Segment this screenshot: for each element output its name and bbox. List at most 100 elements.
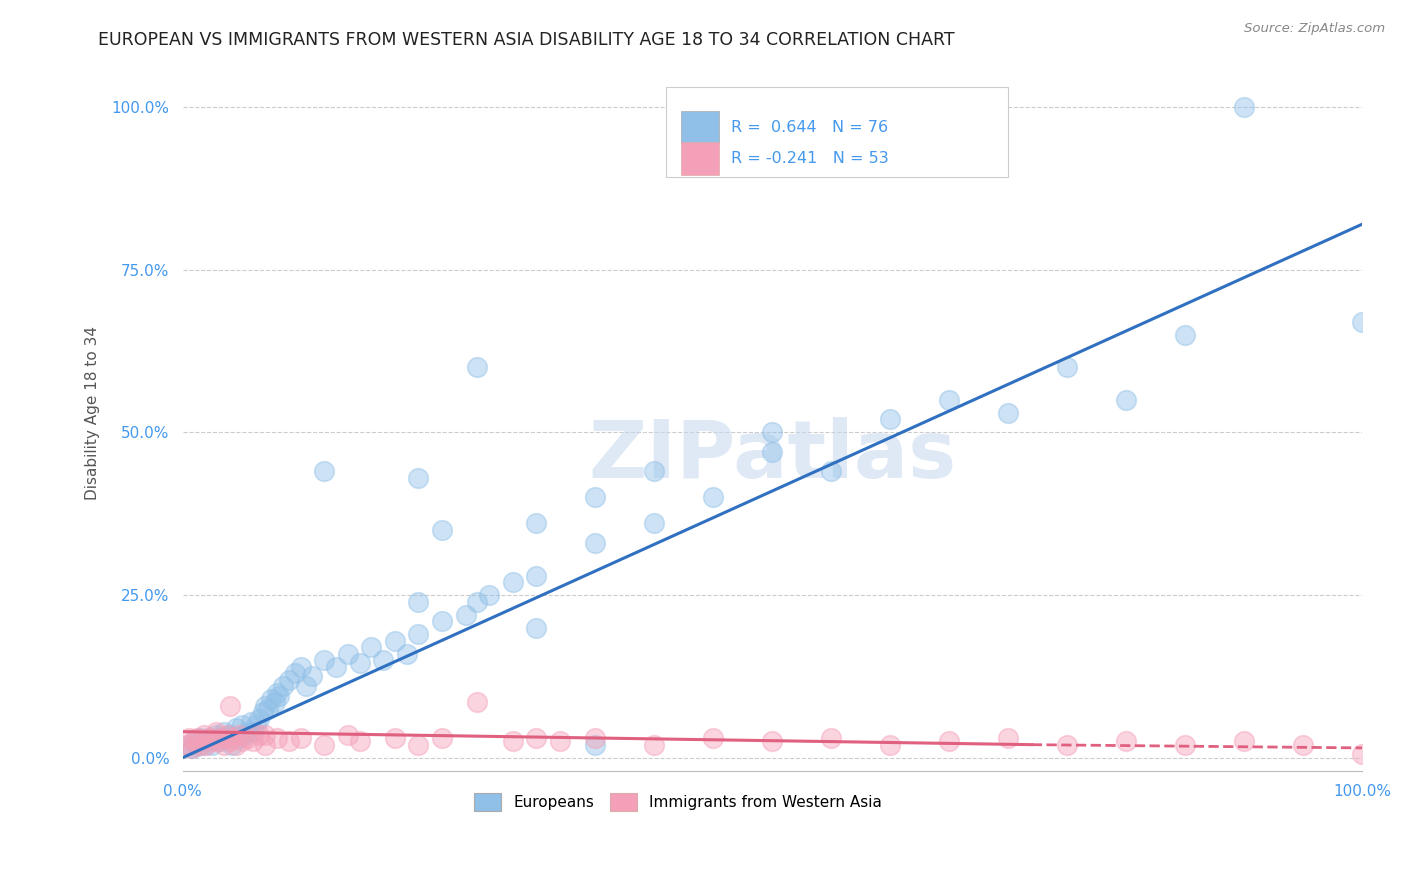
Point bbox=[177, 738, 200, 752]
Point bbox=[269, 689, 291, 703]
Point bbox=[284, 666, 307, 681]
Point bbox=[221, 731, 243, 746]
Point bbox=[204, 728, 226, 742]
Point bbox=[314, 465, 336, 479]
Text: EUROPEAN VS IMMIGRANTS FROM WESTERN ASIA DISABILITY AGE 18 TO 34 CORRELATION CHA: EUROPEAN VS IMMIGRANTS FROM WESTERN ASIA… bbox=[98, 31, 955, 49]
Point bbox=[204, 724, 226, 739]
Point bbox=[430, 523, 453, 537]
Point bbox=[1174, 327, 1197, 342]
FancyBboxPatch shape bbox=[682, 112, 720, 145]
Point bbox=[336, 728, 359, 742]
Point bbox=[526, 568, 548, 582]
Point bbox=[212, 738, 235, 752]
Point bbox=[761, 734, 783, 748]
Point bbox=[820, 465, 842, 479]
Point bbox=[761, 445, 783, 459]
Point bbox=[879, 412, 901, 426]
Point bbox=[177, 731, 200, 746]
Point bbox=[245, 718, 267, 732]
Point bbox=[277, 673, 299, 687]
Legend: Europeans, Immigrants from Western Asia: Europeans, Immigrants from Western Asia bbox=[468, 787, 889, 817]
Point bbox=[254, 728, 277, 742]
Point bbox=[1233, 734, 1256, 748]
Point bbox=[186, 731, 208, 746]
Point bbox=[209, 731, 232, 746]
Point bbox=[502, 575, 524, 590]
Point bbox=[384, 731, 406, 746]
Point bbox=[643, 465, 665, 479]
Point bbox=[266, 685, 288, 699]
Point bbox=[195, 738, 218, 752]
Point bbox=[371, 653, 394, 667]
Point bbox=[218, 698, 240, 713]
Text: R =  0.644   N = 76: R = 0.644 N = 76 bbox=[731, 120, 889, 136]
Point bbox=[295, 679, 318, 693]
Point bbox=[225, 738, 247, 752]
Point bbox=[247, 728, 270, 742]
Point bbox=[548, 734, 571, 748]
Point bbox=[207, 731, 229, 746]
Point bbox=[349, 657, 371, 671]
Point bbox=[702, 491, 724, 505]
Point bbox=[314, 653, 336, 667]
Point bbox=[430, 614, 453, 628]
Point bbox=[336, 647, 359, 661]
Point bbox=[197, 731, 219, 746]
Point bbox=[879, 738, 901, 752]
Point bbox=[228, 728, 250, 742]
Point bbox=[938, 734, 960, 748]
Point bbox=[1233, 100, 1256, 114]
Point bbox=[761, 425, 783, 440]
Point bbox=[702, 731, 724, 746]
Point bbox=[218, 728, 240, 742]
Point bbox=[408, 471, 430, 485]
FancyBboxPatch shape bbox=[682, 142, 720, 175]
Point bbox=[408, 594, 430, 608]
Text: Source: ZipAtlas.com: Source: ZipAtlas.com bbox=[1244, 22, 1385, 36]
Point bbox=[290, 659, 312, 673]
Point bbox=[256, 702, 278, 716]
Point bbox=[467, 594, 489, 608]
Point bbox=[221, 738, 243, 752]
Point bbox=[231, 734, 253, 748]
Point bbox=[228, 731, 250, 746]
Point bbox=[242, 724, 264, 739]
Point bbox=[277, 734, 299, 748]
Point bbox=[195, 734, 218, 748]
Point bbox=[186, 739, 208, 753]
Point bbox=[217, 728, 239, 742]
Point bbox=[260, 692, 283, 706]
Point bbox=[467, 360, 489, 375]
Point bbox=[254, 698, 277, 713]
Point bbox=[997, 406, 1019, 420]
Point bbox=[478, 588, 501, 602]
Point bbox=[183, 734, 205, 748]
Point bbox=[408, 627, 430, 641]
Y-axis label: Disability Age 18 to 34: Disability Age 18 to 34 bbox=[86, 326, 100, 500]
Point bbox=[209, 734, 232, 748]
FancyBboxPatch shape bbox=[666, 87, 1008, 177]
Point bbox=[217, 731, 239, 746]
Point bbox=[1056, 738, 1078, 752]
Point bbox=[174, 738, 197, 752]
Point bbox=[193, 728, 215, 742]
Point bbox=[301, 669, 323, 683]
Point bbox=[325, 659, 347, 673]
Point bbox=[1115, 392, 1137, 407]
Point bbox=[820, 731, 842, 746]
Point bbox=[314, 738, 336, 752]
Point bbox=[252, 705, 274, 719]
Point bbox=[236, 724, 259, 739]
Point bbox=[1351, 747, 1374, 762]
Point bbox=[395, 647, 418, 661]
Point bbox=[242, 734, 264, 748]
Point bbox=[197, 731, 219, 746]
Point bbox=[188, 731, 211, 746]
Point bbox=[218, 734, 240, 748]
Point bbox=[643, 516, 665, 531]
Point bbox=[1174, 738, 1197, 752]
Point bbox=[232, 728, 254, 742]
Point bbox=[997, 731, 1019, 746]
Point bbox=[408, 738, 430, 752]
Point bbox=[240, 714, 263, 729]
